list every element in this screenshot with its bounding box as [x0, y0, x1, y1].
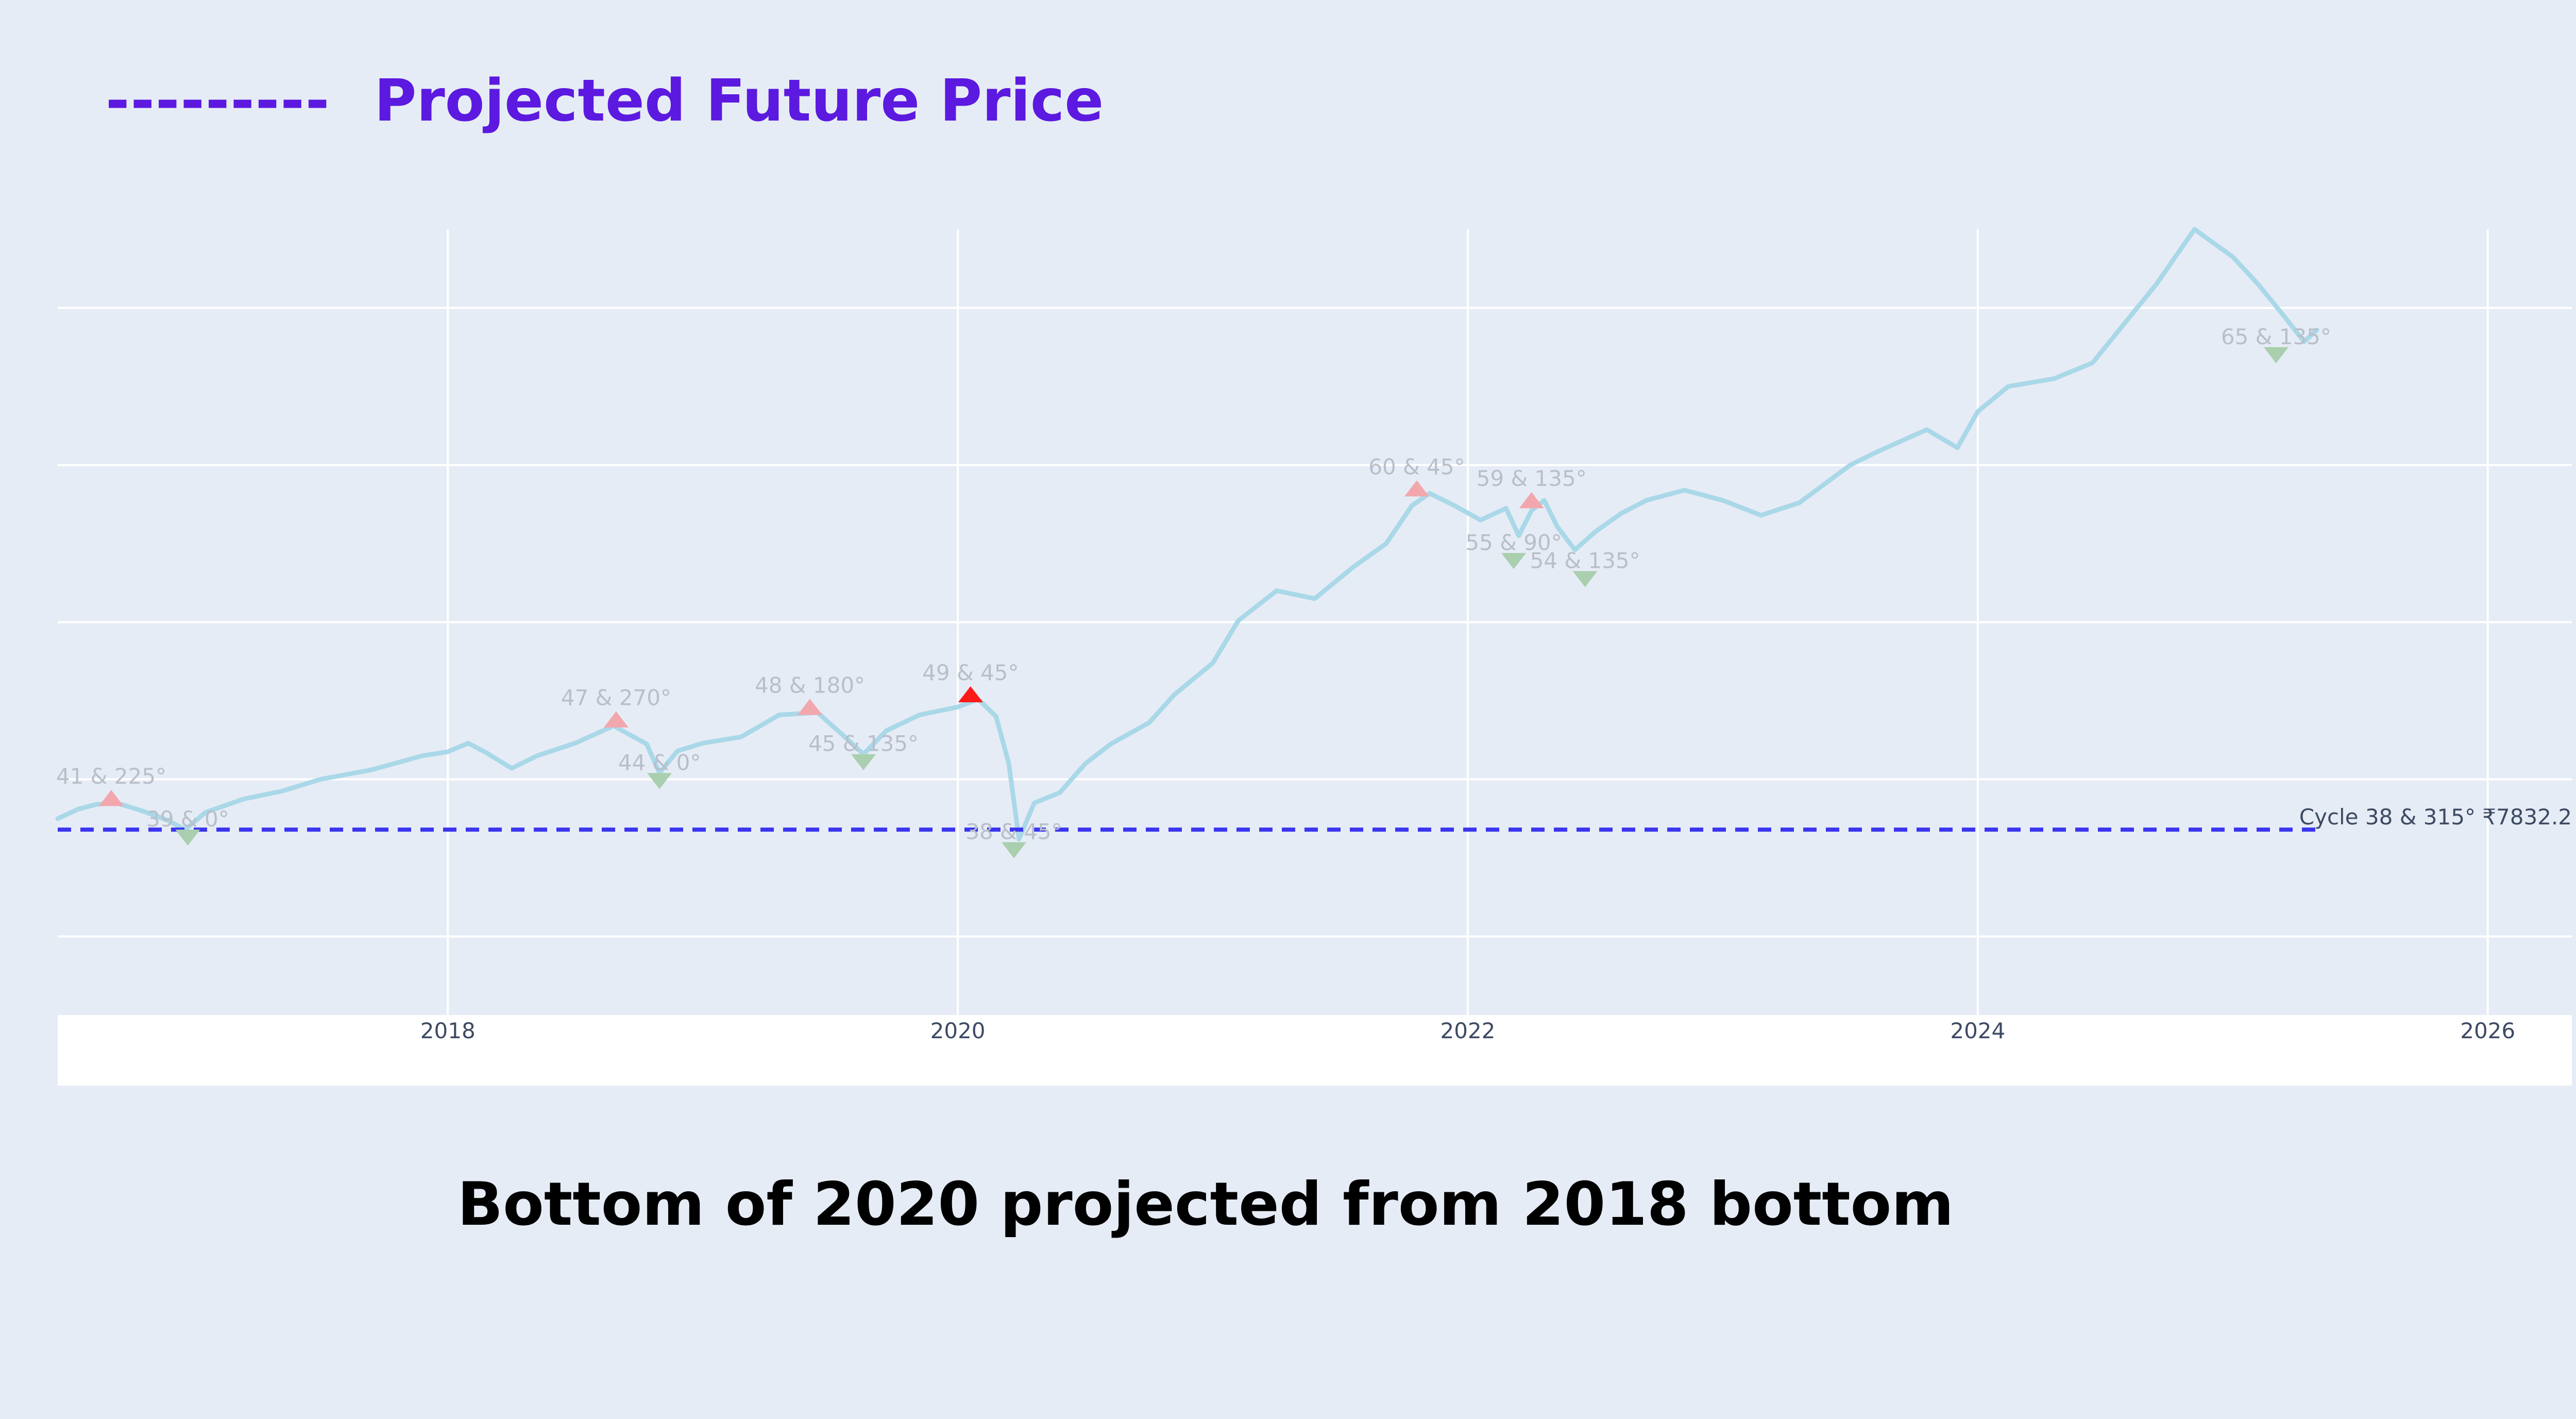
cycle-markers: 41 & 225° 39 & 0° 47 & 270° 44 & 0° 48 & 180…	[56, 324, 2331, 858]
legend-dash-symbol: ---------	[106, 67, 331, 134]
cycle-annotation-label: 48 & 180°	[755, 672, 865, 698]
trough-marker	[1572, 571, 1598, 587]
x-tick-label: 2018	[420, 1018, 476, 1043]
cycle-annotation-label: 55 & 90°	[1465, 530, 1562, 555]
chart-caption: Bottom of 2020 projected from 2018 botto…	[457, 1170, 1954, 1239]
cycle-label: Cycle 38 & 315° ₹7832.2	[2299, 804, 2572, 830]
trough-marker	[851, 754, 876, 770]
cycle-annotation-label: 41 & 225°	[56, 764, 166, 789]
legend-label: Projected Future Price	[374, 67, 1104, 134]
cycle-annotation-label: 39 & 0°	[146, 806, 229, 832]
x-tick-label: 2024	[1950, 1018, 2005, 1043]
cycle-annotation-label: 65 & 135°	[2221, 324, 2331, 349]
cycle-annotation-label: 60 & 45°	[1368, 454, 1465, 479]
cycle-annotation-label: 59 & 135°	[1477, 466, 1587, 491]
peak-marker	[98, 790, 124, 806]
cycle-annotation-label: 44 & 0°	[618, 750, 701, 775]
legend: --------- Projected Future Price	[106, 72, 1104, 130]
price-line	[55, 227, 2319, 841]
cycle-annotation-label: 38 & 45°	[965, 819, 1062, 844]
x-tick-label: 2022	[1440, 1018, 1496, 1043]
trough-marker	[1501, 553, 1527, 569]
x-axis-band	[58, 1015, 2572, 1086]
trough-marker	[1001, 842, 1026, 858]
gridlines	[58, 229, 2572, 1015]
trough-marker	[2263, 347, 2289, 363]
cycle-annotation-label: 54 & 135°	[1530, 548, 1640, 573]
peak-marker	[603, 711, 629, 728]
peak-marker	[798, 699, 823, 715]
x-tick-label: 2026	[2460, 1018, 2515, 1043]
peak-marker	[1519, 492, 1544, 509]
cycle-annotation-label: 45 & 135°	[808, 731, 919, 756]
cycle-annotation-label: 49 & 45°	[922, 660, 1019, 685]
trough-marker	[175, 830, 200, 846]
cycle-annotation-label: 47 & 270°	[561, 685, 671, 711]
trough-marker	[647, 773, 672, 789]
x-tick-label: 2020	[930, 1018, 986, 1043]
x-axis-ticks: 2018 2020 2022 2024 2026	[420, 1018, 2515, 1043]
peak-marker	[1404, 480, 1429, 497]
peak-marker	[958, 686, 983, 703]
